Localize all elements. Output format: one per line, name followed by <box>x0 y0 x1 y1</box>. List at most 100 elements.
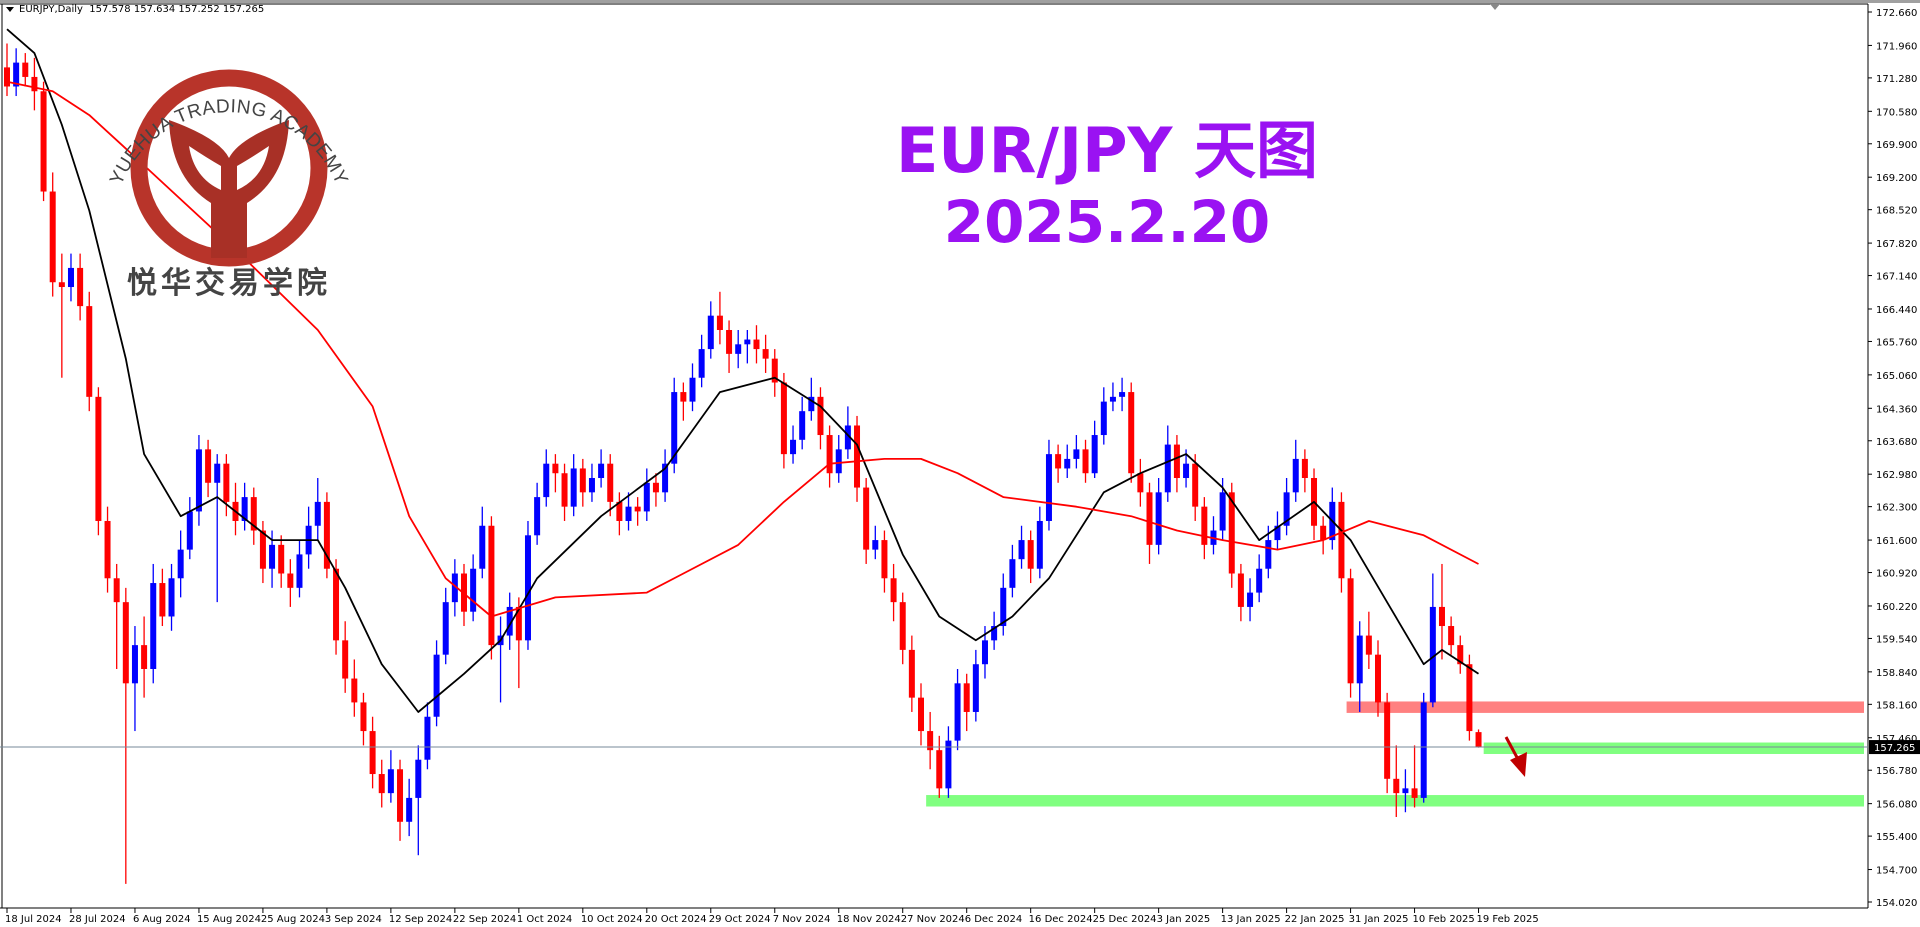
chart-date: 2025.2.20 <box>943 188 1271 256</box>
time-axis[interactable]: 18 Jul 2024 28 Jul 2024 6 Aug 2024 15 Aug 2… <box>5 908 1539 925</box>
candle <box>451 559 458 617</box>
candle <box>1164 425 1171 502</box>
candle <box>817 387 824 450</box>
candle-body <box>981 640 988 665</box>
current-price-label: 157.265 <box>1874 743 1915 754</box>
candle <box>1237 563 1244 622</box>
candle <box>918 683 924 746</box>
candle-body <box>104 520 111 579</box>
candle <box>1448 616 1455 655</box>
candle <box>49 172 56 297</box>
candle-body <box>159 583 166 617</box>
candle-body <box>67 267 74 288</box>
time-tick-label: 6 Aug 2024 <box>133 914 191 925</box>
candle <box>561 463 568 521</box>
candle <box>1274 511 1281 550</box>
candle <box>753 325 760 364</box>
candle <box>1292 439 1299 502</box>
candle-body <box>689 377 696 402</box>
candle <box>1365 611 1372 669</box>
candle <box>707 301 714 359</box>
candle <box>40 81 47 202</box>
price-tick-label: 169.900 <box>1876 140 1917 151</box>
candle <box>854 415 861 502</box>
symbol-timeframe: EURJPY,Daily <box>19 4 83 15</box>
time-tick-label: 22 Sep 2024 <box>453 914 516 925</box>
candle-body <box>881 540 888 579</box>
candle-body <box>95 396 102 521</box>
candle <box>1256 554 1263 603</box>
time-tick-label: 20 Oct 2024 <box>645 914 707 925</box>
candle-body <box>296 554 303 588</box>
candle-body <box>771 358 778 383</box>
candle <box>314 478 321 541</box>
candle-body <box>1192 463 1199 507</box>
candle-body <box>378 774 385 794</box>
moving-averages-layer <box>6 28 1479 713</box>
candle-body <box>872 540 879 550</box>
candle-body <box>552 463 559 474</box>
price-tick-label: 163.680 <box>1876 437 1917 448</box>
candle-body <box>250 497 257 531</box>
price-tick-label: 165.060 <box>1876 371 1917 382</box>
candle <box>726 320 733 373</box>
candle-body <box>1448 626 1455 646</box>
candle-body <box>1475 732 1482 748</box>
candle-body <box>22 62 29 77</box>
candle-body <box>991 626 998 641</box>
candle-body <box>1256 568 1263 593</box>
candle <box>552 454 559 493</box>
candle <box>67 253 74 302</box>
candle-body <box>31 76 38 92</box>
time-tick-label: 7 Nov 2024 <box>773 914 831 925</box>
candle-body <box>58 282 65 288</box>
candle <box>1466 654 1473 741</box>
price-tick-label: 169.200 <box>1876 173 1917 184</box>
candle <box>1247 578 1254 622</box>
time-tick-label: 15 Aug 2024 <box>197 914 261 925</box>
candle <box>835 435 842 483</box>
candle <box>95 387 102 536</box>
candle <box>1064 444 1071 479</box>
candle-body <box>369 731 376 775</box>
candle-body <box>671 392 678 464</box>
candle <box>936 735 943 798</box>
candle-body <box>470 568 477 612</box>
time-tick-label: 27 Nov 2024 <box>901 914 965 925</box>
candle <box>991 611 998 650</box>
candle <box>177 530 184 598</box>
candle-body <box>1027 540 1034 569</box>
candle-body <box>360 702 367 732</box>
candle-body <box>1119 392 1126 397</box>
candle <box>808 377 815 421</box>
logo-emblem <box>169 120 289 258</box>
candle-body <box>579 468 586 493</box>
price-axis[interactable]: 172.660 171.960 171.280 170.580 169.900 169.2… <box>1868 8 1920 909</box>
candle-body <box>150 583 157 669</box>
time-tick-label: 12 Sep 2024 <box>389 914 452 925</box>
candle <box>1018 525 1025 569</box>
candle-body <box>1265 540 1272 569</box>
candle-body <box>543 463 550 498</box>
candle <box>1429 573 1436 708</box>
candle-body <box>854 425 861 488</box>
candle <box>680 382 687 421</box>
candle <box>1119 377 1126 412</box>
candle-body <box>1429 606 1436 703</box>
candle-body <box>333 568 340 641</box>
candle <box>1036 506 1043 579</box>
price-tick-label: 167.140 <box>1876 272 1917 283</box>
candle <box>214 454 221 603</box>
candle <box>1055 444 1062 483</box>
moving-average-slow <box>6 80 1479 618</box>
menu-triangle-icon[interactable] <box>6 6 14 12</box>
candle-body <box>844 425 851 450</box>
candle-body <box>49 191 56 283</box>
candle-body <box>488 525 495 646</box>
candle-body <box>561 473 568 507</box>
candle <box>159 568 166 627</box>
price-tick-label: 162.300 <box>1876 503 1917 514</box>
moving-average-fast <box>6 28 1479 713</box>
